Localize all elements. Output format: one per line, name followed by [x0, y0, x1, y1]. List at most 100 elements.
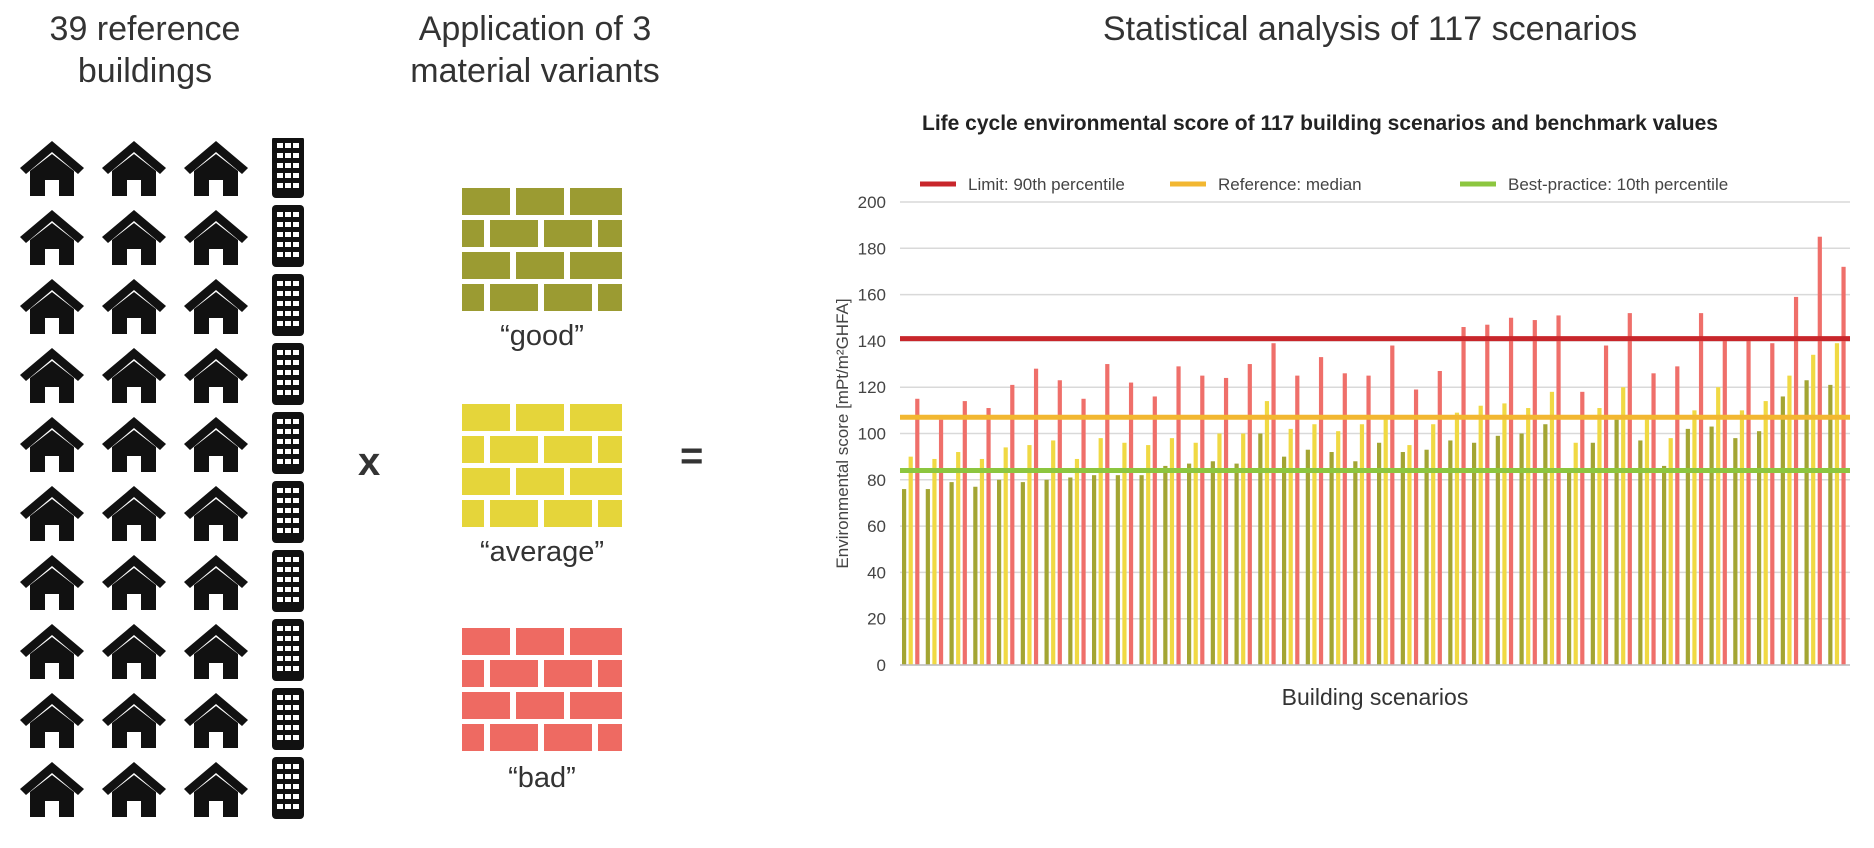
bar-bad	[1152, 396, 1157, 665]
house-icon	[20, 141, 84, 196]
bar-average	[1834, 343, 1840, 665]
bar-good	[1757, 431, 1762, 665]
bar-average	[1074, 458, 1080, 665]
house-icon	[102, 141, 166, 196]
bar-average	[908, 456, 913, 665]
bar-bad	[1033, 368, 1039, 665]
house-icon	[20, 762, 84, 817]
legend-label: Reference: median	[1218, 175, 1362, 194]
bar-average	[1549, 391, 1555, 665]
brick	[598, 500, 622, 527]
brick	[570, 188, 622, 215]
bar-bad	[962, 401, 967, 665]
bar-average	[1359, 424, 1365, 665]
bar-average	[1431, 424, 1436, 665]
brick	[462, 660, 484, 687]
brick	[462, 468, 510, 495]
bar-average	[1027, 445, 1032, 665]
house-icon	[184, 762, 248, 817]
house-icon	[102, 348, 166, 403]
bar-bad	[1081, 398, 1086, 665]
legend-label: Limit: 90th percentile	[968, 175, 1125, 194]
variant-label-good: “good”	[500, 320, 584, 352]
bar-average	[1502, 403, 1507, 665]
brick	[462, 284, 484, 311]
bar-average	[1478, 405, 1483, 665]
house-icon	[20, 693, 84, 748]
house-icon	[102, 486, 166, 541]
bar-average	[1811, 354, 1816, 665]
brick	[462, 436, 484, 463]
bar-good	[1115, 475, 1120, 665]
brick	[516, 628, 564, 655]
bar-good	[1020, 482, 1025, 665]
brick	[490, 284, 538, 311]
brick-wall-bad-icon	[462, 628, 622, 751]
brick	[462, 500, 484, 527]
bar-good	[1210, 461, 1215, 665]
bar-average	[1526, 408, 1531, 665]
brick	[490, 220, 538, 247]
apartment-building-icon	[272, 412, 304, 474]
bar-bad	[1485, 324, 1490, 665]
brick	[598, 660, 622, 687]
apartment-building-icon	[272, 619, 304, 681]
house-icon	[20, 555, 84, 610]
bar-good	[949, 482, 954, 665]
bar-average	[1716, 387, 1721, 665]
brick	[462, 252, 510, 279]
apartment-building-icon	[272, 481, 304, 543]
bar-bad	[1603, 345, 1609, 665]
x-axis-label: Building scenarios	[1282, 684, 1469, 710]
house-icon	[184, 279, 248, 334]
bar-bad	[1746, 340, 1751, 665]
house-icon	[20, 417, 84, 472]
y-tick-label: 80	[867, 471, 886, 490]
house-icon	[102, 624, 166, 679]
bar-bad	[1651, 373, 1656, 665]
brick-wall-average-icon	[462, 404, 622, 527]
apartment-building-icon	[272, 205, 304, 267]
bar-average	[1051, 440, 1056, 665]
house-icon	[184, 417, 248, 472]
bar-average	[1217, 433, 1222, 665]
bar-good	[1448, 440, 1453, 665]
bar-average	[1383, 417, 1388, 665]
bar-bad	[915, 398, 920, 665]
brick	[570, 468, 622, 495]
house-icon	[20, 348, 84, 403]
heading-line: buildings	[77, 52, 213, 90]
environmental-score-chart: Limit: 90th percentile Reference: median B…	[833, 175, 1850, 710]
brick	[570, 692, 622, 719]
bar-good	[1590, 442, 1595, 665]
brick	[544, 500, 592, 527]
house-icon	[184, 141, 248, 196]
house-icon	[102, 210, 166, 265]
bar-bad	[986, 408, 991, 665]
brick	[598, 284, 622, 311]
heading-reference-buildings: 39 reference buildings	[0, 8, 290, 92]
bar-good	[1282, 456, 1287, 665]
bar-bad	[1366, 375, 1371, 665]
bar-average	[1146, 445, 1151, 665]
brick	[516, 188, 564, 215]
bar-average	[1692, 410, 1697, 665]
chart-title: Life cycle environmental score of 117 bu…	[922, 112, 1718, 135]
bar-average	[1169, 438, 1175, 665]
house-icon	[20, 624, 84, 679]
apartment-building-icon	[272, 757, 304, 819]
brick	[462, 628, 510, 655]
bar-average	[1098, 438, 1103, 665]
brick	[516, 252, 564, 279]
brick	[516, 692, 564, 719]
bar-average	[1621, 387, 1626, 665]
bar-bad	[1461, 327, 1466, 665]
apartment-building-icon	[272, 550, 304, 612]
y-tick-label: 140	[858, 332, 886, 351]
bar-bad	[1200, 375, 1205, 665]
bar-good	[1258, 433, 1263, 665]
bar-average	[1288, 428, 1293, 665]
y-tick-label: 0	[877, 656, 886, 675]
apartment-building-icon	[272, 274, 304, 336]
brick	[490, 724, 538, 751]
